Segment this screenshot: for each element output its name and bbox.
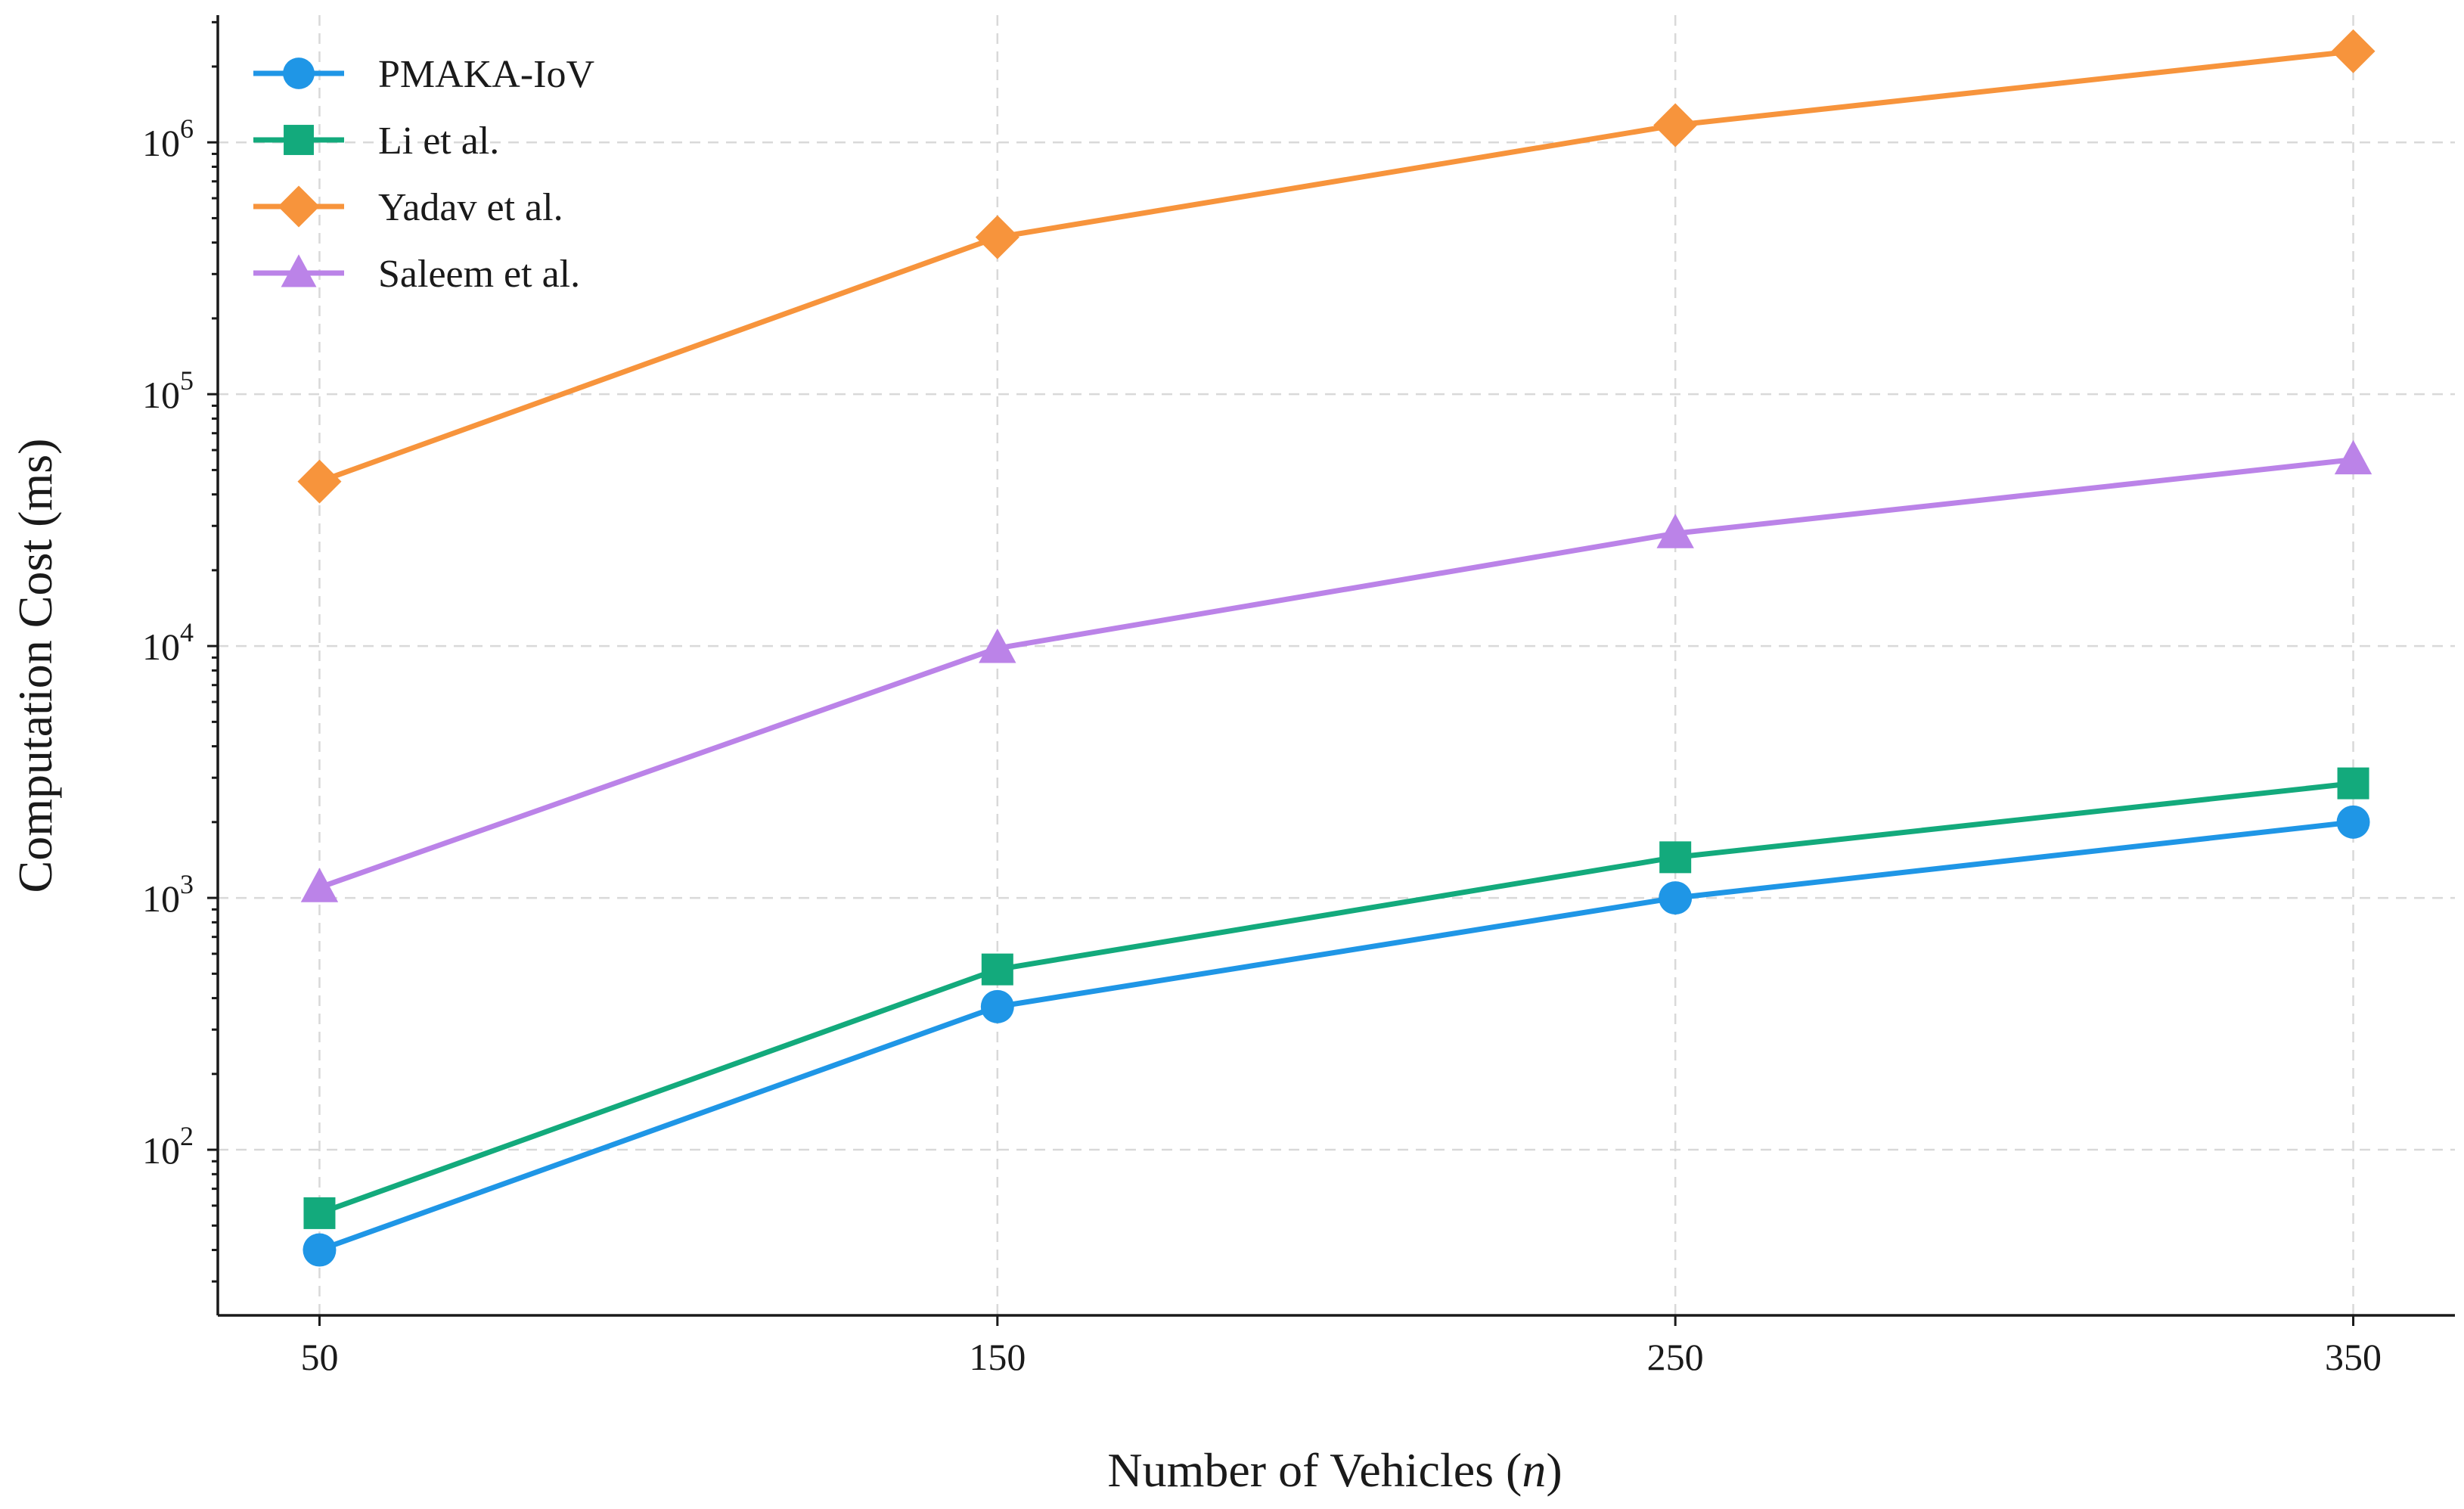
x-axis-label: Number of Vehicles (n) [1107,1443,1562,1497]
x-tick-label: 250 [1647,1336,1704,1378]
data-point-li-et-al [981,953,1013,986]
legend-item-yadav-et-al: Yadav et al. [253,185,563,229]
series-li-et-al [303,767,2369,1229]
data-point-li-et-al [2337,767,2369,800]
legend-item-saleem-et-al: Saleem et al. [253,253,580,296]
data-point-yadav-et-al [975,215,1019,259]
x-tick-label: 150 [969,1336,1026,1378]
data-point-saleem-et-al [300,868,339,902]
data-point-yadav-et-al [1653,103,1698,147]
series-pmaka-iov [303,805,2370,1267]
series-line-saleem-et-al [316,457,2357,890]
data-point-saleem-et-al [979,629,1016,663]
series-line-yadav-et-al [316,48,2357,485]
grid-layer [218,15,2455,1315]
legend-label: Li et al. [378,120,499,163]
legend-item-li-et-al: Li et al. [253,120,499,163]
data-point-saleem-et-al [2334,439,2372,475]
legend-marker [281,254,317,287]
data-point-li-et-al [303,1197,336,1229]
legend-marker [283,57,315,89]
ticks-layer: 50 150 250 350 102 103 104 105 106 [142,20,2382,1378]
data-point-pmaka-iov [303,1233,337,1267]
series-yadav-et-al [297,29,2376,504]
y-tick-label: 104 [142,617,194,668]
data-point-saleem-et-al [1656,514,1694,548]
legend: PMAKA-IoV Li et al. Yadav et al. Saleem et … [253,53,594,296]
legend-item-pmaka-iov: PMAKA-IoV [253,53,594,96]
data-point-pmaka-iov [2336,805,2370,839]
series-saleem-et-al [300,439,2372,902]
legend-label: PMAKA-IoV [378,53,594,96]
series-line-li-et-al [316,781,2357,1216]
legend-label: Saleem et al. [378,253,580,296]
legend-marker [284,125,314,155]
data-point-pmaka-iov [980,989,1014,1023]
data-point-li-et-al [1659,841,1692,874]
series-line-pmaka-iov [316,819,2357,1253]
data-point-yadav-et-al [2331,29,2376,73]
data-point-yadav-et-al [297,459,342,504]
y-tick-label: 102 [142,1121,194,1172]
legend-marker [278,185,320,228]
axes-layer [216,15,2455,1317]
y-tick-label: 106 [142,113,194,164]
x-tick-label: 50 [300,1336,338,1378]
x-axis-label-variable: n [1522,1443,1546,1497]
legend-label: Yadav et al. [378,186,563,229]
x-tick-label: 350 [2325,1336,2382,1378]
series-layer [297,29,2376,1267]
y-tick-label: 105 [142,365,194,416]
y-axis-label: Computation Cost (ms) [8,439,62,893]
y-tick-label: 103 [142,869,194,920]
x-axis-label-text: Number of Vehicles [1107,1443,1494,1497]
data-point-pmaka-iov [1659,881,1693,915]
